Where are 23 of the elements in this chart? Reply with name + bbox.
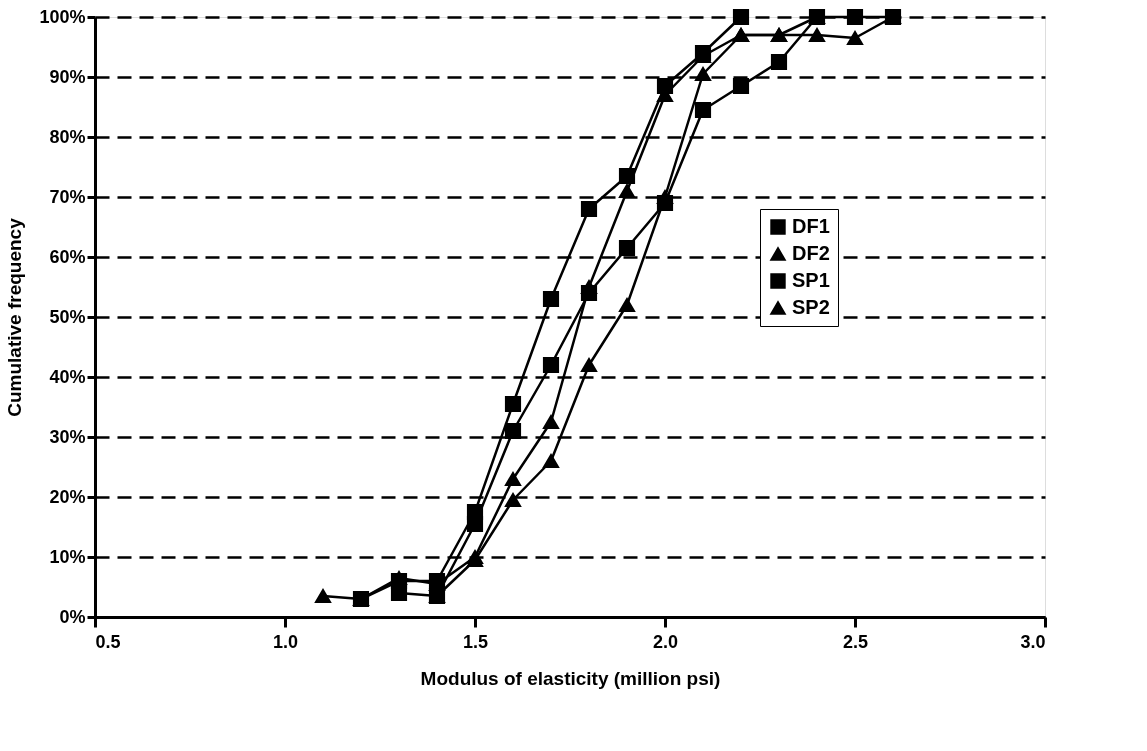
y-tick-label: 20% [49,486,86,507]
y-tick-label: 100% [39,6,86,27]
y-tick-label: 0% [59,606,86,627]
x-tick-label: 0.5 [95,631,121,652]
x-tick-label: 1.0 [272,631,299,652]
legend-label: SP2 [792,296,830,318]
x-axis-title: Modulus of elasticity (million psi) [420,667,721,689]
y-tick-label: 10% [49,546,86,567]
x-tick-label: 2.5 [842,631,869,652]
legend-label: DF1 [792,215,830,237]
y-tick-label: 80% [49,126,86,147]
legend-label: DF2 [792,242,830,264]
x-tick-label: 3.0 [1020,631,1046,652]
legend-label: SP1 [792,269,830,291]
y-tick-label: 30% [49,426,86,447]
x-tick-label: 2.0 [652,631,679,652]
y-tick-label: 60% [49,246,86,267]
y-tick-label: 50% [49,306,86,327]
y-axis-title: Cumulative frequency [4,217,26,417]
x-tick-label: 1.5 [462,631,489,652]
y-tick-label: 90% [49,66,86,87]
y-tick-label: 70% [49,186,86,207]
y-tick-label: 40% [49,366,86,387]
